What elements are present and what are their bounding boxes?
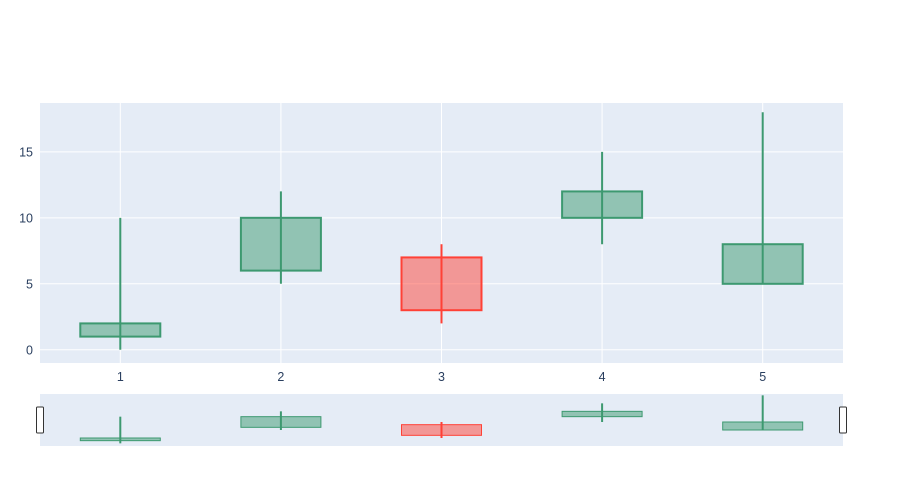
range-slider-candle-body <box>401 424 482 436</box>
range-slider-handle-left[interactable] <box>36 406 44 434</box>
range-slider-candle-body <box>722 421 804 431</box>
candle-body <box>400 256 483 312</box>
y-tick-label: 15 <box>19 145 33 159</box>
candle-body <box>721 243 804 285</box>
range-slider-candle-body <box>79 437 161 442</box>
range-slider-candle-body <box>561 410 643 418</box>
candle-4[interactable] <box>561 151 644 245</box>
x-tick-label: 1 <box>117 370 124 384</box>
range-slider-candle-body <box>240 416 322 428</box>
y-tick-label: 10 <box>19 211 33 225</box>
candle-3[interactable] <box>400 244 483 324</box>
x-tick-label: 3 <box>438 370 445 384</box>
candle-body <box>239 216 322 272</box>
range-slider-candle-4 <box>561 403 643 422</box>
x-tick-label: 5 <box>759 370 766 384</box>
range-slider-candle-1 <box>79 416 161 444</box>
candle-body <box>79 322 162 338</box>
candle-1[interactable] <box>79 217 162 350</box>
candle-2[interactable] <box>239 191 322 284</box>
y-tick-label: 5 <box>26 277 33 291</box>
candle-5[interactable] <box>721 112 804 285</box>
x-tick-label: 4 <box>599 370 606 384</box>
y-tick-label: 0 <box>26 343 33 357</box>
x-tick-label: 2 <box>277 370 284 384</box>
range-slider-handle-right[interactable] <box>839 406 847 434</box>
range-slider-candle-2 <box>240 411 322 430</box>
axis-labels: 0 5 10 15 1 2 3 4 5 <box>19 145 766 384</box>
candle-body <box>561 190 644 219</box>
range-slider-candle-3 <box>401 422 482 438</box>
range-slider-candle-5 <box>722 395 804 431</box>
